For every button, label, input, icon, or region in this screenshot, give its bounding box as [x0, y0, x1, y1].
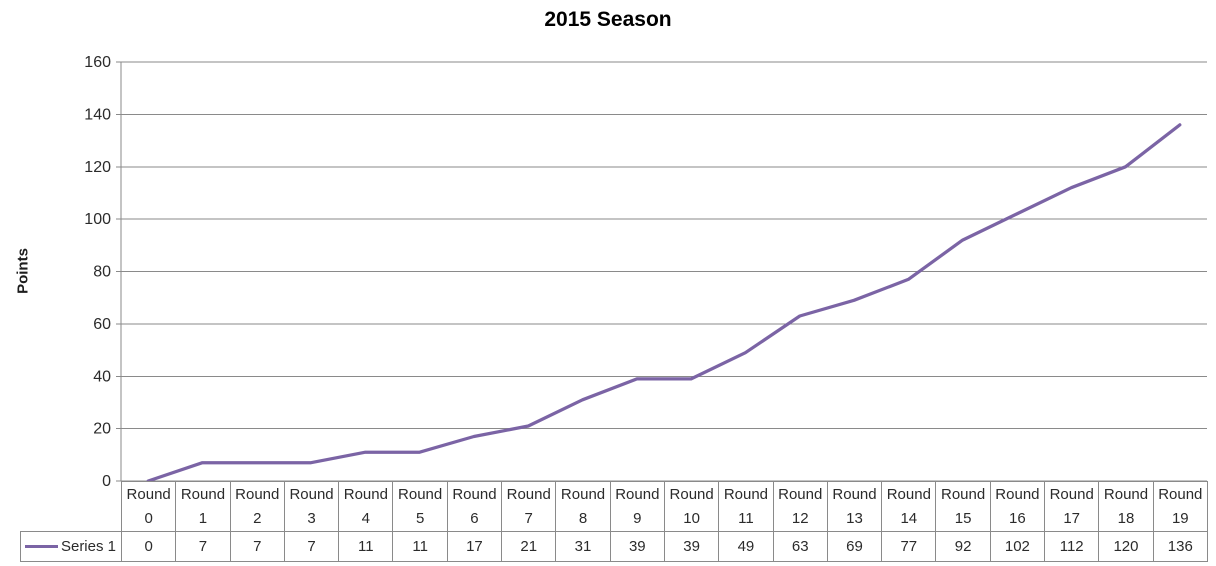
category-header-label: Round 12	[778, 485, 823, 527]
chart-title: 2015 Season	[544, 8, 672, 31]
y-axis-tick-label: 0	[102, 473, 111, 490]
series-value-cell: 7	[285, 532, 340, 561]
category-header-cell: Round 6	[448, 482, 503, 531]
series-value-cell: 39	[665, 532, 720, 561]
y-axis-tick-label: 60	[93, 316, 111, 333]
category-header-cell: Round 9	[611, 482, 665, 531]
category-header-label: Round 6	[452, 485, 497, 527]
table-series-row: Series 1 0 7 7 7 11 11 17 21 31 39 39 49 63 69 77 92 102…	[20, 531, 1208, 562]
category-header-cell: Round 5	[393, 482, 448, 531]
series-value-cell: 112	[1045, 532, 1100, 561]
series-value-cell: 39	[611, 532, 665, 561]
category-header-label: Round 7	[506, 485, 551, 527]
series-value-cell: 92	[936, 532, 991, 561]
y-axis-tick-label: 160	[84, 54, 111, 71]
y-axis-tick-label: 140	[84, 106, 111, 123]
category-header-cell: Round 1	[176, 482, 231, 531]
category-header-cell: Round 7	[502, 482, 557, 531]
series-value-cell: 102	[991, 532, 1046, 561]
category-header-cell: Round 0	[122, 482, 177, 531]
series-value-cell: 31	[556, 532, 611, 561]
category-header-label: Round 4	[343, 485, 388, 527]
series-value-cell: 77	[882, 532, 937, 561]
category-header-cell: Round 2	[231, 482, 285, 531]
category-header-label: Round 13	[832, 485, 877, 527]
category-header-cell: Round 11	[719, 482, 774, 531]
series-value-cell: 136	[1167, 538, 1193, 555]
category-header-label: Round 5	[398, 485, 443, 527]
series-value-cell: 11	[339, 532, 394, 561]
category-header-cell: Round 18	[1099, 482, 1154, 531]
legend-cell: Series 1	[21, 532, 122, 561]
category-header-cell: Round 17	[1045, 482, 1100, 531]
series-line	[146, 123, 1182, 483]
legend-series-label: Series 1	[60, 538, 116, 555]
category-header-label: Round 8	[560, 485, 606, 527]
series-value-cell: 11	[393, 532, 448, 561]
category-header-cell: Round 14	[882, 482, 937, 531]
category-header-label: Round 14	[886, 485, 931, 527]
category-header-label: Round 10	[669, 485, 714, 527]
category-header-cell: Round 8	[556, 482, 611, 531]
series-value-cell: 120	[1099, 532, 1154, 561]
category-header-cell: Round 16	[991, 482, 1046, 531]
series-value-cell: 17	[448, 532, 503, 561]
category-header-cell: Round 15	[936, 482, 991, 531]
category-header-cell: Round 13	[828, 482, 883, 531]
series-value-cell: 21	[502, 532, 557, 561]
series-value-cell: 69	[828, 532, 883, 561]
category-header-label: Round 17	[1049, 485, 1094, 527]
category-header-cell: Round 10	[665, 482, 720, 531]
category-header-label: Round 16	[995, 485, 1040, 527]
category-header-label: Round 3	[289, 485, 334, 527]
series-value-cell: 63	[774, 532, 828, 561]
table-header-row: Round 0 Round 1 Round 2 Round 3 Round 4 Round…	[121, 481, 1208, 532]
category-header-cell: Round 19	[1154, 482, 1207, 531]
y-axis-tick-label: 120	[84, 159, 111, 176]
category-header-label: Round 9	[615, 485, 660, 527]
category-header-label: Round 15	[941, 485, 986, 527]
category-header-label: Round 18	[1103, 485, 1149, 527]
category-header-cell: Round 12	[774, 482, 828, 531]
y-axis-tick-label: 100	[84, 211, 111, 228]
category-header-cell: Round 3	[285, 482, 340, 531]
category-header-label: Round 2	[235, 485, 280, 527]
category-header-cell: Round 4	[339, 482, 394, 531]
y-axis-tick-label: 80	[93, 264, 111, 281]
y-axis-tick-label: 20	[93, 421, 111, 438]
y-axis-tick-label: 40	[93, 368, 111, 385]
category-header-label: Round 19	[1158, 485, 1203, 527]
category-header-label: Round 11	[723, 485, 769, 527]
category-header-label: Round 1	[180, 485, 226, 527]
series-value-cell: 0	[122, 532, 177, 561]
series-value-cell: 7	[231, 532, 285, 561]
category-header-label: Round 0	[126, 485, 171, 527]
series-line-swatch-icon	[24, 545, 58, 548]
series-value-cell: 49	[719, 532, 774, 561]
series-value-cell: 7	[176, 532, 231, 561]
